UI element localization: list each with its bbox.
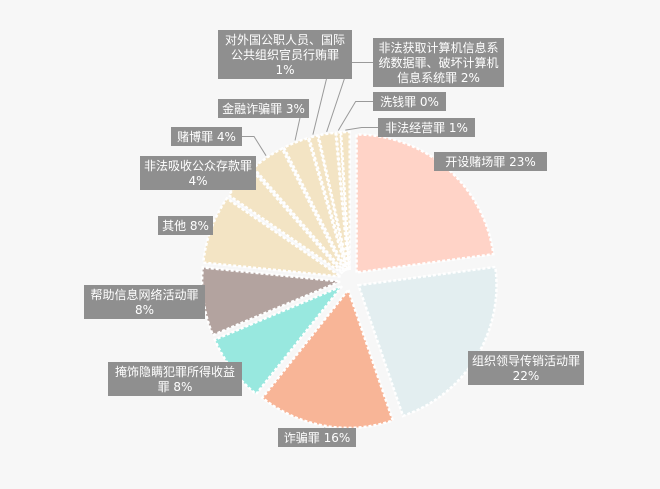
label-box (84, 285, 205, 319)
label-text: 4% (188, 174, 207, 188)
slice-label-8: 赌博罪 4% (171, 127, 242, 146)
label-text: 1% (275, 63, 294, 77)
label-text: 金融诈骗罪 3% (222, 101, 305, 116)
label-text: 洗钱罪 0% (380, 94, 439, 109)
label-text: 掩饰隐瞒犯罪所得收益 (115, 364, 235, 379)
label-text: 非法吸收公众存款罪 (144, 159, 252, 173)
pie-slice-8 (251, 146, 346, 273)
label-box (468, 351, 584, 385)
label-text: 帮助信息网络活动罪 (90, 287, 198, 302)
label-text: 对外国公职人员、国际 (225, 33, 345, 47)
slice-label-9: 金融诈骗罪 3% (218, 99, 309, 118)
pie-slice-10 (307, 134, 349, 271)
label-box (373, 92, 446, 111)
leader-line-13 (345, 127, 378, 131)
slice-label-12: 洗钱罪 0% (373, 92, 446, 111)
label-box (218, 30, 352, 79)
label-text: 组织领导传销活动罪 (472, 353, 580, 368)
label-text: 信息系统罪 2% (397, 70, 480, 85)
label-box (158, 216, 213, 235)
slice-label-6: 其他 8% (158, 216, 213, 235)
pie-slice-9 (282, 136, 348, 272)
label-text: 统数据罪、破坏计算机 (378, 55, 498, 70)
pie-slice-3 (260, 287, 395, 430)
slice-label-1: 开设赌场罪 23% (434, 152, 547, 171)
slice-label-13: 非法经营罪 1% (378, 118, 475, 137)
leader-line-12 (337, 101, 373, 131)
leader-line-8 (242, 136, 267, 156)
label-box (171, 127, 242, 146)
label-box (278, 428, 356, 447)
label-box (378, 118, 475, 137)
label-box (140, 156, 256, 190)
pie-slice-13 (339, 130, 351, 271)
label-text: 8% (135, 303, 154, 317)
label-text: 22% (513, 369, 540, 383)
label-text: 罪 8% (158, 380, 193, 394)
label-box (218, 99, 309, 118)
label-box (434, 152, 547, 171)
label-box (373, 38, 504, 87)
label-box (108, 362, 242, 396)
label-text: 开设赌场罪 23% (445, 155, 536, 169)
label-text: 非法经营罪 1% (385, 121, 468, 135)
label-text: 诈骗罪 16% (284, 430, 351, 445)
label-text: 非法获取计算机信息系 (378, 40, 498, 55)
label-text: 其他 8% (162, 219, 209, 233)
label-text: 赌博罪 4% (177, 129, 236, 144)
slice-label-3: 诈骗罪 16% (278, 428, 356, 447)
pie-slice-12 (334, 130, 351, 271)
label-text: 公共组织官员行贿罪 (231, 47, 339, 62)
